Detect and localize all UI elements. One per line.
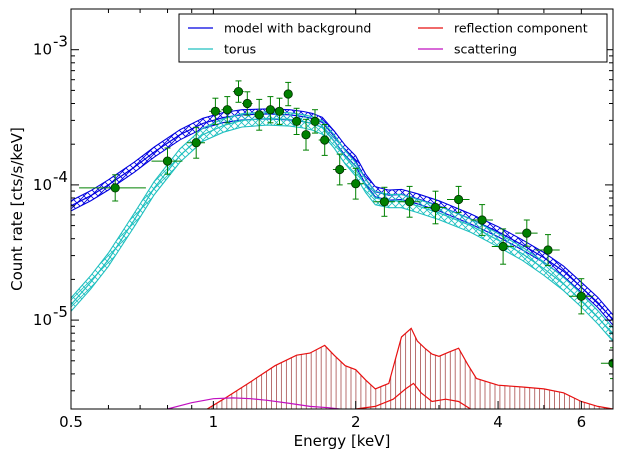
- data-point: [515, 219, 538, 247]
- data-point: [310, 109, 320, 134]
- data-marker: [283, 89, 293, 99]
- data-point: [398, 185, 421, 218]
- legend-entry: torus: [188, 42, 256, 57]
- legend-entry: model with background: [188, 21, 371, 36]
- data-point: [470, 204, 493, 236]
- data-point: [569, 278, 593, 315]
- y-tick-exp: -5: [53, 303, 68, 321]
- data-marker: [320, 135, 330, 145]
- y-axis-label: Count rate [cts/s/keV]: [8, 127, 26, 291]
- data-point: [491, 228, 514, 265]
- data-point: [187, 126, 205, 159]
- series-3: [167, 397, 340, 409]
- data-marker: [291, 116, 302, 127]
- data-marker: [335, 164, 345, 175]
- y-tick-label: 10 -3: [33, 33, 68, 59]
- series-band-upper: [71, 108, 613, 316]
- y-tick-exp: -3: [53, 33, 68, 51]
- y-tick-base: 10: [33, 311, 52, 329]
- data-marker: [254, 110, 264, 120]
- data-marker: [379, 197, 389, 207]
- x-axis-label: Energy [keV]: [294, 432, 391, 450]
- axes: 0.5 1 2 4 610-510-410-3: [33, 9, 614, 431]
- data-point: [151, 147, 183, 175]
- series-4: [355, 382, 471, 409]
- series-line: [167, 397, 340, 409]
- data-marker: [543, 245, 553, 255]
- data-point: [291, 107, 302, 135]
- series-line: [206, 327, 613, 409]
- series-band: [71, 111, 613, 342]
- data-marker: [210, 106, 220, 116]
- legend-label: torus: [224, 42, 256, 57]
- x-tick-label: 2: [351, 413, 361, 431]
- data-marker: [162, 156, 173, 166]
- series-line: [71, 117, 613, 336]
- x-tick-label: 4: [493, 413, 503, 431]
- data-point: [424, 190, 447, 225]
- data-marker: [430, 202, 441, 213]
- data-marker: [242, 98, 252, 109]
- data-point: [283, 81, 293, 107]
- data-marker: [274, 106, 285, 116]
- legend: model with background torus reflection com…: [178, 13, 608, 63]
- data-point: [265, 96, 275, 124]
- y-tick-base: 10: [33, 176, 52, 194]
- y-tick-exp: -4: [53, 168, 68, 186]
- legend-label: reflection component: [454, 21, 588, 36]
- data-point: [373, 186, 395, 217]
- series-band-upper: [71, 111, 613, 329]
- data-marker: [498, 241, 508, 252]
- data-point: [274, 97, 285, 125]
- legend-frame: [178, 13, 608, 63]
- data-point: [332, 153, 347, 186]
- y-tick-label: 10 -5: [33, 303, 68, 329]
- legend-label: scattering: [454, 42, 517, 57]
- data-point: [447, 185, 470, 214]
- data-marker: [351, 179, 361, 189]
- data-point: [232, 80, 244, 103]
- data-point: [79, 174, 146, 202]
- data-point: [535, 234, 560, 266]
- data-point: [221, 96, 233, 124]
- data-marker: [110, 183, 120, 193]
- data-marker: [301, 130, 311, 140]
- data-points: [79, 80, 613, 380]
- series-band-lower: [71, 124, 613, 342]
- data-point: [242, 91, 253, 116]
- data-point: [347, 167, 364, 200]
- data-marker: [453, 194, 464, 205]
- data-marker: [522, 228, 532, 238]
- plot-area: [71, 80, 613, 409]
- x-tick-label: 1: [209, 413, 219, 431]
- series-1: [71, 111, 613, 342]
- data-marker: [310, 116, 320, 127]
- series-2: [206, 327, 613, 409]
- data-marker: [576, 291, 586, 301]
- data-marker: [404, 197, 415, 207]
- legend-entry: reflection component: [418, 21, 588, 36]
- x-tick-label: 0.5: [59, 413, 83, 431]
- reflection-fill: [211, 328, 610, 409]
- data-marker: [222, 105, 232, 115]
- data-point: [254, 98, 265, 131]
- plot-frame: [70, 8, 614, 410]
- data-point: [209, 97, 222, 125]
- data-point: [301, 118, 311, 151]
- data-point: [318, 124, 331, 156]
- data-marker: [191, 138, 201, 148]
- series-line: [355, 382, 471, 409]
- data-marker: [233, 87, 244, 97]
- legend-entry: scattering: [418, 42, 517, 57]
- y-tick-base: 10: [33, 41, 52, 59]
- x-tick-label: 6: [577, 413, 587, 431]
- y-tick-label: 10 -4: [33, 168, 68, 194]
- legend-label: model with background: [224, 21, 371, 36]
- data-marker: [265, 105, 275, 115]
- data-marker: [477, 215, 487, 225]
